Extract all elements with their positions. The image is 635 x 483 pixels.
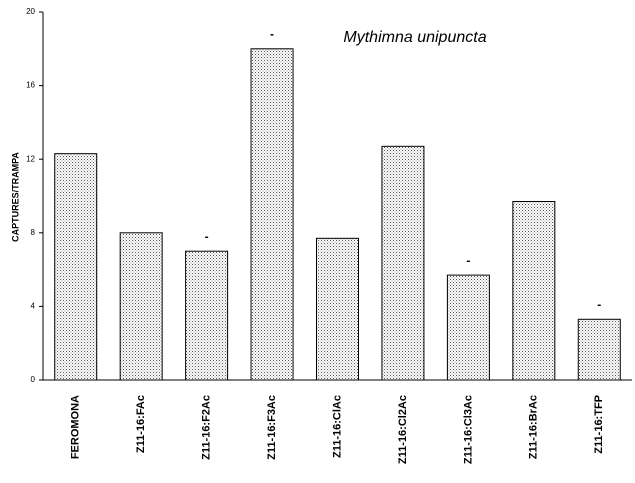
- significance-marker: -: [466, 253, 470, 267]
- y-tick-label: 8: [31, 228, 36, 237]
- bar: [512, 201, 556, 381]
- x-tick-label: Z11-16:FAc: [135, 395, 147, 453]
- y-tick-label: 16: [26, 81, 35, 90]
- x-tick-label: Z11-16:F2Ac: [201, 395, 213, 460]
- y-tick-label: 0: [31, 375, 36, 384]
- x-tick-label: Z11-16:F3Ac: [266, 395, 278, 460]
- x-tick-label: Z11-16:Cl2Ac: [397, 395, 409, 464]
- bar: [54, 153, 98, 381]
- y-tick-label: 12: [26, 154, 35, 163]
- chart-title: Mythimna unipuncta: [343, 29, 486, 46]
- x-tick-label: Z11-16:TFP: [593, 395, 605, 454]
- x-tick-label: Z11-16:BrAc: [528, 395, 540, 459]
- bar: [446, 274, 490, 381]
- y-tick-label: 4: [31, 302, 36, 311]
- bar: [381, 145, 425, 381]
- bar: [185, 250, 229, 381]
- y-tick-label: 20: [26, 7, 35, 16]
- significance-marker: -: [597, 297, 601, 311]
- bar: [119, 232, 163, 381]
- y-axis-label: CAPTURES/TRAMPA: [10, 152, 20, 242]
- bar: [250, 48, 294, 381]
- x-tick-label: FEROMONA: [70, 395, 82, 459]
- significance-marker: -: [270, 27, 274, 41]
- x-tick-label: Z11-16:ClAc: [331, 395, 343, 458]
- x-tick-label: Z11-16:Cl3Ac: [462, 395, 474, 464]
- bar: [577, 318, 621, 381]
- bar: [316, 237, 359, 381]
- significance-marker: -: [205, 229, 209, 243]
